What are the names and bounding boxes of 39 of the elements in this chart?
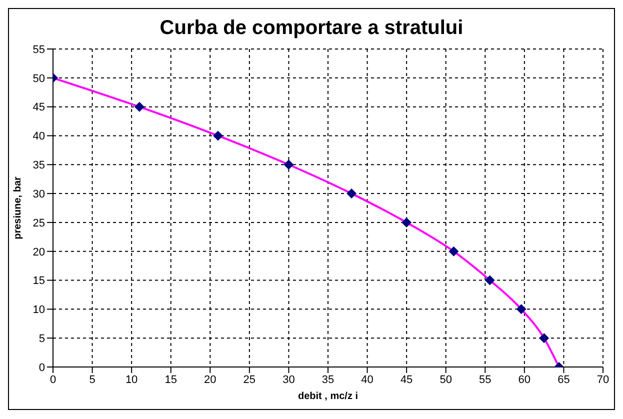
point	[402, 217, 412, 228]
y-tick-label: 45	[32, 102, 45, 114]
y-tick-label: 25	[32, 217, 45, 230]
x-tick-label: 25	[243, 374, 256, 386]
x-tick-label: 55	[479, 374, 492, 386]
point	[484, 275, 495, 286]
x-tick-label: 50	[440, 374, 452, 386]
point	[284, 160, 294, 170]
x-tick-label: 20	[204, 374, 216, 386]
y-axis-title: presiune, bar	[12, 176, 24, 240]
x-tick-label: 60	[518, 374, 531, 386]
chart-title: Curba de comportare a stratului	[158, 16, 464, 41]
x-tick-label: 65	[558, 374, 570, 386]
point	[448, 246, 459, 256]
y-tick-label: 0	[38, 362, 45, 374]
x-tick-label: 35	[322, 374, 334, 386]
y-tick-label: 20	[32, 246, 45, 258]
x-tick-label: 15	[164, 374, 177, 386]
y-tick-label: 55	[32, 44, 45, 56]
y-tick-label: 35	[32, 160, 45, 172]
y-tick-label: 10	[32, 304, 45, 316]
point	[134, 102, 144, 112]
x-axis-title: debit , mc/z i	[298, 391, 358, 402]
point	[346, 188, 357, 199]
y-tick-label: 5	[38, 332, 45, 345]
y-tick-label: 30	[32, 188, 45, 200]
x-tick-label: 40	[361, 374, 374, 386]
y-tick-label: 50	[32, 72, 45, 85]
point	[213, 130, 223, 141]
x-tick-label: 10	[125, 374, 138, 386]
y-tick-label: 40	[32, 130, 45, 143]
x-tick-label: 5	[89, 374, 96, 386]
x-tick-label: 70	[596, 374, 610, 386]
point	[516, 304, 526, 314]
point	[539, 333, 550, 344]
y-tick-label: 15	[32, 275, 45, 288]
x-tick-label: 0	[50, 374, 56, 386]
x-tick-label: 30	[282, 374, 295, 386]
x-tick-label: 45	[400, 374, 413, 386]
